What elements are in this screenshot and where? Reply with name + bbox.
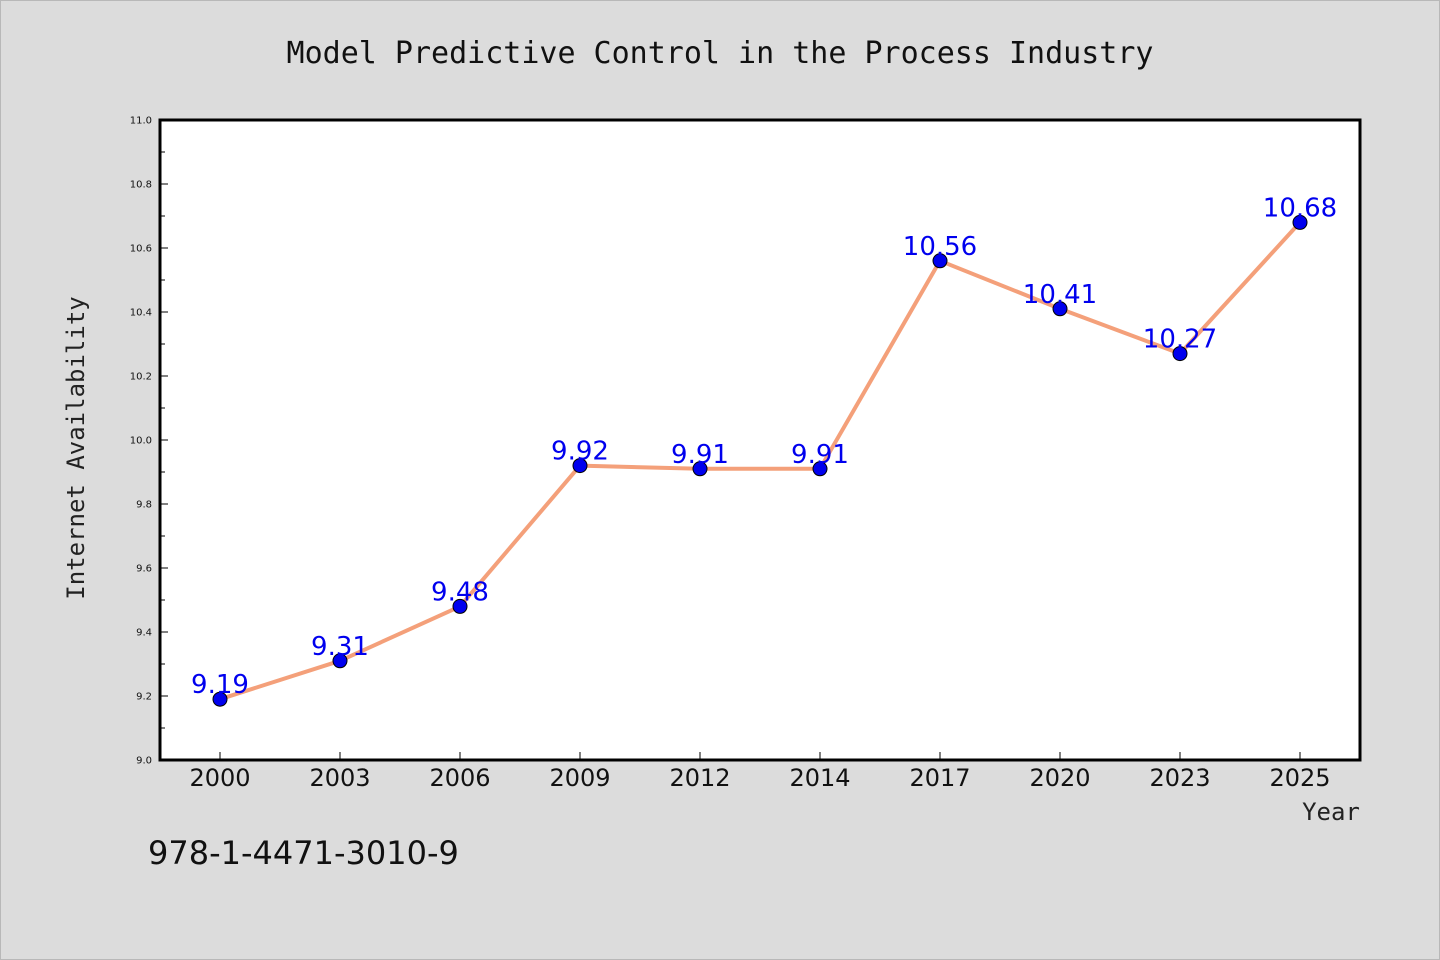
data-point: [212, 691, 228, 707]
data-label: 10.41: [1023, 280, 1097, 310]
x-tick-label: 2020: [1029, 764, 1090, 792]
x-axis: 2000 2003 2006 2009 2012 2014 2017 2020 2023 2025: [189, 752, 1331, 792]
data-point: [812, 461, 828, 477]
y-tick-label: 9.0: [136, 756, 152, 767]
data-point: [1292, 214, 1308, 230]
x-tick-label: 2014: [789, 764, 850, 792]
x-axis-label: Year: [1302, 798, 1360, 826]
data-label: 9.91: [671, 440, 729, 470]
y-tick-label: 9.2: [136, 692, 152, 703]
x-tick-label: 2023: [1149, 764, 1210, 792]
data-label: 9.92: [551, 437, 609, 467]
series-layer: 9.19 9.31 9.48 9.92 9.91 9.91 10.56 10.41 10.27 1…: [191, 193, 1337, 707]
data-point: [1052, 301, 1068, 317]
x-tick-label: 2012: [669, 764, 730, 792]
data-point: [1172, 346, 1188, 362]
chart-title: Model Predictive Control in the Process …: [287, 36, 1154, 71]
data-label: 10.56: [903, 232, 977, 262]
isbn-footer: 978-1-4471-3010-9: [148, 834, 459, 872]
data-point: [932, 253, 948, 269]
y-tick-label: 11.0: [130, 116, 152, 127]
x-tick-label: 2003: [309, 764, 370, 792]
data-label: 9.19: [191, 670, 249, 700]
y-tick-label: 10.2: [130, 372, 152, 383]
data-label: 10.68: [1263, 193, 1337, 223]
y-axis-label: Internet Availability: [62, 296, 90, 599]
y-tick-label: 9.6: [136, 564, 152, 575]
x-tick-label: 2000: [189, 764, 250, 792]
data-point: [452, 598, 468, 614]
data-label: 10.27: [1143, 325, 1217, 355]
y-tick-label: 10.8: [130, 180, 152, 191]
data-point: [332, 653, 348, 669]
data-label: 9.91: [791, 440, 849, 470]
y-tick-label: 10.0: [130, 436, 152, 447]
y-tick-label: 9.4: [136, 628, 152, 639]
x-tick-label: 2025: [1269, 764, 1330, 792]
y-axis: 9.0 9.2 9.4 9.6 9.8 10.0 10.2 10.4 10.6 10.8 11.0: [130, 116, 168, 767]
y-tick-label: 9.8: [136, 500, 152, 511]
data-point: [572, 458, 588, 474]
x-tick-label: 2017: [909, 764, 970, 792]
data-point: [692, 461, 708, 477]
x-tick-label: 2009: [549, 764, 610, 792]
y-tick-label: 10.4: [130, 308, 152, 319]
x-tick-label: 2006: [429, 764, 490, 792]
data-label: 9.31: [311, 632, 369, 662]
y-tick-label: 10.6: [130, 244, 152, 255]
series-line: [218, 220, 1302, 702]
data-label: 9.48: [431, 577, 489, 607]
